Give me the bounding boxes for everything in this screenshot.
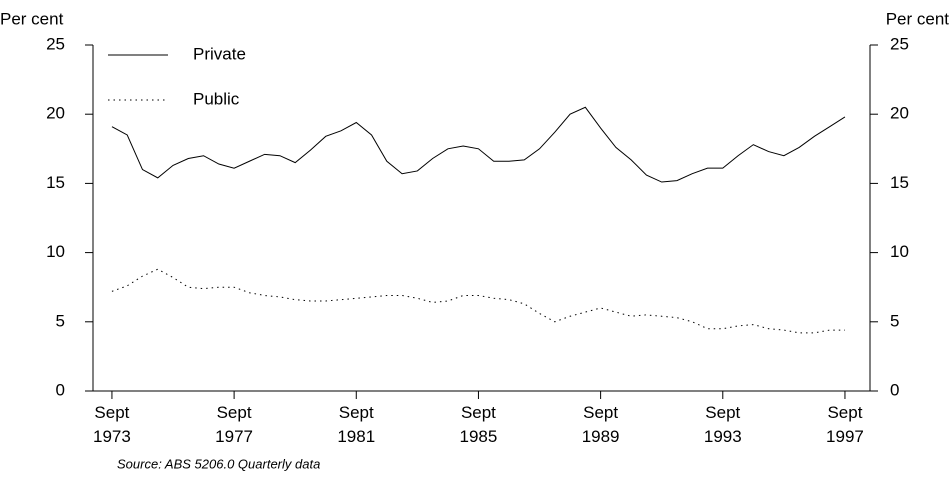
y-tick-label: 5: [56, 311, 65, 330]
y2-tick-label: 25: [890, 34, 909, 53]
x-tick-label: Sept 1973: [93, 403, 131, 446]
data-line: [111, 106, 846, 183]
y-tick-label: 15: [46, 173, 65, 192]
y-tick-label: 10: [46, 242, 65, 261]
legend-label: Private: [193, 44, 246, 63]
y2-tick-label: 20: [890, 104, 909, 123]
x-tick-label: Sept 1977: [215, 403, 253, 446]
y2-tick-label: 5: [890, 311, 899, 330]
y-axis-label: Per cent: [0, 9, 64, 28]
x-tick-label: Sept 1989: [581, 403, 620, 446]
y2-axis-label: Per cent: [886, 9, 949, 28]
x-tick-label: Sept 1993: [703, 403, 742, 446]
y2-tick-label: 15: [890, 173, 909, 192]
y2-tick-label: 10: [890, 242, 909, 261]
x-tick-label: Sept 1981: [337, 403, 376, 446]
y-tick-label: 25: [46, 34, 65, 53]
y-tick-label: 0: [56, 380, 65, 399]
data-line: [111, 268, 845, 334]
legend-label: Public: [193, 89, 240, 108]
x-tick-label: Sept 1985: [459, 403, 498, 446]
source-note: Source: ABS 5206.0 Quarterly data: [117, 456, 320, 471]
y2-tick-label: 0: [890, 380, 899, 399]
x-tick-label: Sept 1997: [826, 403, 864, 446]
y-tick-label: 20: [46, 104, 65, 123]
